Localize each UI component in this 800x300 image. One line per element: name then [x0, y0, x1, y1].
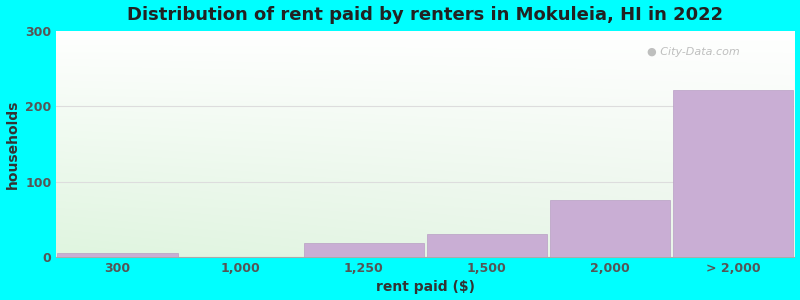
Bar — [303, 243, 424, 257]
Y-axis label: households: households — [6, 99, 19, 188]
X-axis label: rent paid ($): rent paid ($) — [376, 280, 475, 294]
Bar — [673, 89, 794, 257]
Title: Distribution of rent paid by renters in Mokuleia, HI in 2022: Distribution of rent paid by renters in … — [127, 6, 723, 24]
Bar — [550, 200, 670, 257]
Bar — [426, 234, 547, 257]
Text: ● City-Data.com: ● City-Data.com — [646, 46, 739, 56]
Bar — [58, 253, 178, 257]
